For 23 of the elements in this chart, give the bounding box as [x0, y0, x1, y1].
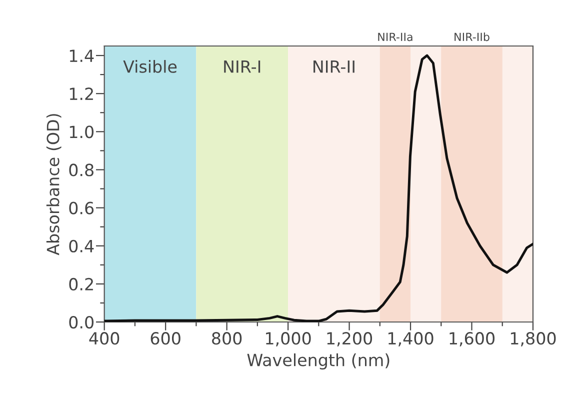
x-tick-label: 1,400 [388, 332, 434, 346]
band-label: NIR-I [224, 60, 260, 73]
x-tick-label: 1,800 [510, 332, 556, 346]
band-label: NIR-II [314, 60, 354, 73]
y-tick-label: 1.2 [70, 88, 93, 100]
y-tick-label: 1.4 [70, 50, 94, 62]
x-tick-label: 600 [150, 332, 180, 345]
y-tick-label: 0.6 [69, 202, 94, 214]
x-axis-title: Wavelength (nm) [247, 353, 390, 370]
band-label: NIR-IIa [378, 32, 412, 42]
y-axis-title: Absorbance (OD) [46, 114, 62, 256]
x-tick-label: 800 [212, 332, 242, 345]
x-tick-label: 1,200 [327, 332, 372, 346]
x-tick-label: 1,000 [266, 332, 311, 346]
y-tick-label: 0.8 [69, 164, 94, 176]
band-label: Visible [123, 60, 177, 73]
y-tick-label: 1.0 [70, 126, 94, 138]
x-tick-label: 1,600 [450, 332, 494, 346]
y-tick-label: 0.2 [69, 278, 93, 290]
x-tick-label: 400 [89, 332, 120, 345]
y-tick-label: 0.4 [69, 240, 94, 252]
band-label: NIR-IIb [454, 32, 490, 42]
y-tick-label: 0.0 [69, 316, 94, 329]
